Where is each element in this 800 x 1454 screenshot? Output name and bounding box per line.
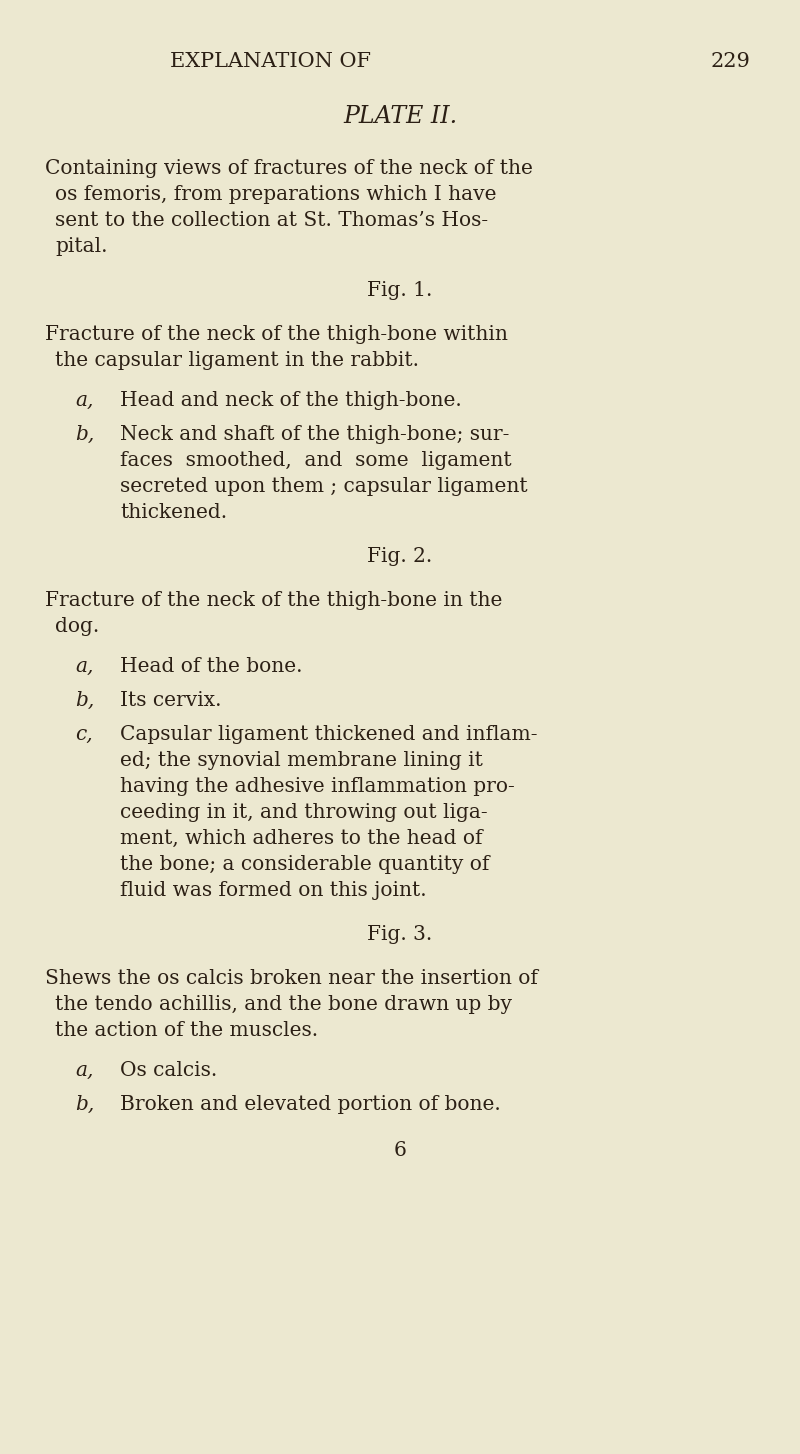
Text: c,: c, — [75, 726, 93, 744]
Text: 6: 6 — [394, 1141, 406, 1160]
Text: having the adhesive inflammation pro-: having the adhesive inflammation pro- — [120, 776, 514, 795]
Text: the action of the muscles.: the action of the muscles. — [55, 1021, 318, 1040]
Text: b,: b, — [75, 691, 94, 710]
Text: Fig. 2.: Fig. 2. — [367, 547, 433, 566]
Text: Head of the bone.: Head of the bone. — [120, 657, 302, 676]
Text: PLATE II.: PLATE II. — [343, 105, 457, 128]
Text: dog.: dog. — [55, 616, 99, 635]
Text: Broken and elevated portion of bone.: Broken and elevated portion of bone. — [120, 1095, 501, 1114]
Text: os femoris, from preparations which I have: os femoris, from preparations which I ha… — [55, 185, 497, 204]
Text: Capsular ligament thickened and inflam-: Capsular ligament thickened and inflam- — [120, 726, 538, 744]
Text: 229: 229 — [710, 52, 750, 71]
Text: Fracture of the neck of the thigh-bone in the: Fracture of the neck of the thigh-bone i… — [45, 590, 502, 611]
Text: Containing views of fractures of the neck of the: Containing views of fractures of the nec… — [45, 158, 533, 177]
Text: Head and neck of the thigh-bone.: Head and neck of the thigh-bone. — [120, 391, 462, 410]
Text: ceeding in it, and throwing out liga-: ceeding in it, and throwing out liga- — [120, 803, 488, 822]
Text: Its cervix.: Its cervix. — [120, 691, 222, 710]
Text: Fig. 1.: Fig. 1. — [367, 281, 433, 300]
Text: a,: a, — [75, 657, 94, 676]
Text: EXPLANATION OF: EXPLANATION OF — [170, 52, 370, 71]
Text: Neck and shaft of the thigh-bone; sur-: Neck and shaft of the thigh-bone; sur- — [120, 425, 510, 443]
Text: faces  smoothed,  and  some  ligament: faces smoothed, and some ligament — [120, 451, 512, 470]
Text: a,: a, — [75, 1061, 94, 1080]
Text: a,: a, — [75, 391, 94, 410]
Text: the tendo achillis, and the bone drawn up by: the tendo achillis, and the bone drawn u… — [55, 995, 512, 1013]
Text: ment, which adheres to the head of: ment, which adheres to the head of — [120, 829, 482, 848]
Text: fluid was formed on this joint.: fluid was formed on this joint. — [120, 881, 426, 900]
Text: ed; the synovial membrane lining it: ed; the synovial membrane lining it — [120, 752, 483, 771]
Text: the bone; a considerable quantity of: the bone; a considerable quantity of — [120, 855, 490, 874]
Text: sent to the collection at St. Thomas’s Hos-: sent to the collection at St. Thomas’s H… — [55, 211, 488, 230]
Text: pital.: pital. — [55, 237, 107, 256]
Text: Fracture of the neck of the thigh-bone within: Fracture of the neck of the thigh-bone w… — [45, 326, 508, 345]
Text: the capsular ligament in the rabbit.: the capsular ligament in the rabbit. — [55, 350, 419, 369]
Text: Fig. 3.: Fig. 3. — [367, 925, 433, 944]
Text: thickened.: thickened. — [120, 503, 227, 522]
Text: Shews the os calcis broken near the insertion of: Shews the os calcis broken near the inse… — [45, 968, 538, 989]
Text: secreted upon them ; capsular ligament: secreted upon them ; capsular ligament — [120, 477, 528, 496]
Text: b,: b, — [75, 425, 94, 443]
Text: Os calcis.: Os calcis. — [120, 1061, 218, 1080]
Text: b,: b, — [75, 1095, 94, 1114]
